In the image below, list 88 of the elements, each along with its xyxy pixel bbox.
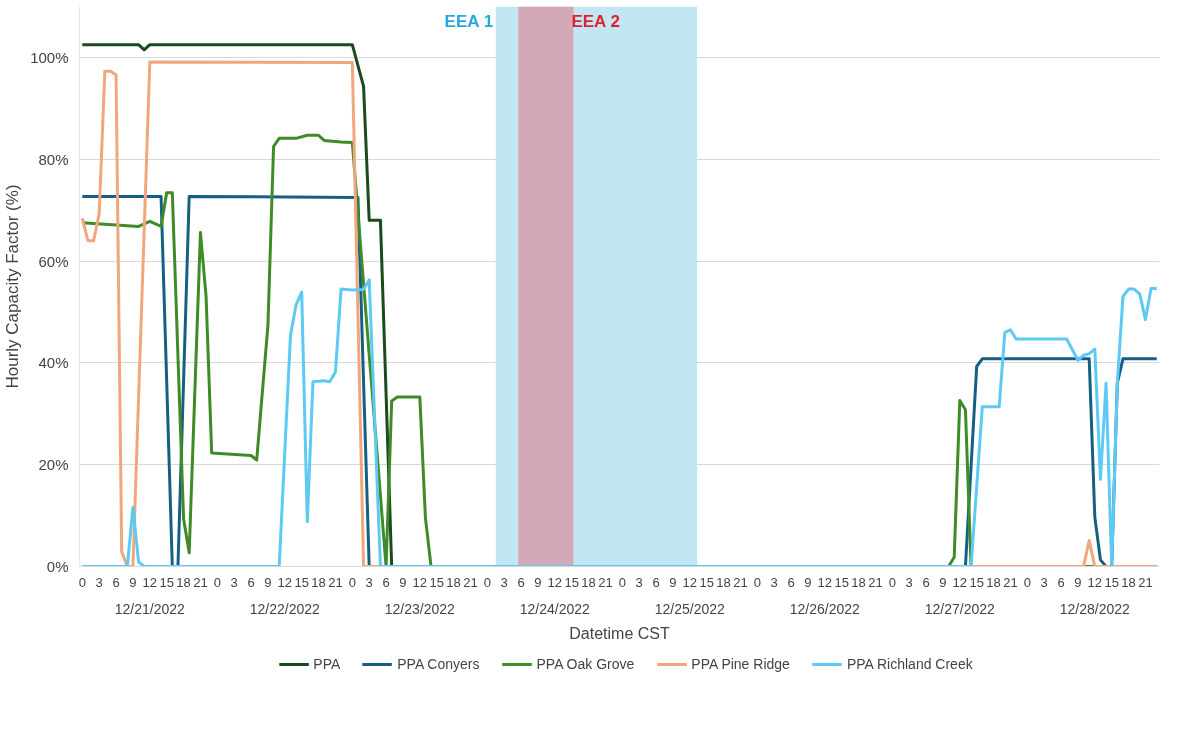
x-tick-label: 15 [159, 574, 174, 590]
x-tick-label: 12 [682, 574, 698, 590]
x-tick-label: 9 [1074, 574, 1082, 590]
text: 12/27/2022 [924, 600, 996, 617]
text: 12/26/2022 [789, 600, 861, 617]
x-tick-label: 0 [348, 574, 356, 590]
x-tick-label: 0 [753, 574, 761, 590]
text: 12/25/2022 [654, 600, 726, 617]
text: 12/22/2022 [249, 600, 321, 617]
y-tick-label: 40% [38, 354, 69, 372]
x-tick-label: 9 [669, 574, 677, 590]
text: 12/23/2022 [384, 600, 456, 617]
x-axis-title: Datetime CST [569, 624, 670, 642]
x-tick-label: 9 [129, 574, 137, 590]
x-tick-label: 18 [1121, 574, 1136, 590]
x-tick-label: 12 [952, 574, 968, 590]
x-tick-label: 18 [311, 574, 326, 590]
band-label: EEA 2 [571, 11, 620, 31]
x-tick-label: 6 [652, 574, 660, 590]
x-tick-label: 21 [733, 574, 748, 590]
x-tick-label: 15 [564, 574, 579, 590]
x-tick-label: 0 [213, 574, 221, 590]
x-tick-label: 21 [193, 574, 208, 590]
x-tick-label: 18 [851, 574, 866, 590]
y-tick-label: 20% [38, 456, 69, 474]
y-axis-title: Hourly Capacity Factor (%) [3, 184, 23, 389]
x-tick-label: 6 [382, 574, 390, 590]
x-tick-label: 15 [294, 574, 309, 590]
x-tick-label: 9 [939, 574, 947, 590]
x-tick-label: 21 [1003, 574, 1018, 590]
x-tick-label: 18 [716, 574, 731, 590]
x-tick-label: 0 [888, 574, 896, 590]
x-tick-label: 6 [517, 574, 525, 590]
line-series [80, 278, 1159, 567]
text: 12/28/2022 [1059, 600, 1131, 617]
legend-label: PPA [313, 656, 341, 672]
legend-label: PPA Conyers [397, 656, 480, 672]
x-tick-label: 12 [412, 574, 428, 590]
x-tick-label: 12 [277, 574, 293, 590]
x-tick-label: 9 [804, 574, 812, 590]
x-tick-label: 3 [365, 574, 373, 590]
x-tick-label: 6 [112, 574, 120, 590]
x-tick-label: 21 [598, 574, 613, 590]
x-tick-label: 3 [770, 574, 778, 590]
x-tick-label: 15 [429, 574, 444, 590]
x-tick-label: 21 [868, 574, 883, 590]
x-tick-label: 6 [1057, 574, 1065, 590]
x-tick-label: 9 [534, 574, 542, 590]
y-tick-label: 80% [38, 150, 69, 168]
y-tick-label: 0% [46, 558, 69, 575]
x-tick-label: 15 [834, 574, 849, 590]
x-tick-label: 9 [399, 574, 407, 590]
x-tick-label: 6 [922, 574, 930, 590]
y-tick-label: 60% [38, 252, 69, 270]
x-tick-label: 0 [1023, 574, 1031, 590]
x-tick-label: 12 [817, 574, 833, 590]
legend-label: PPA Oak Grove [536, 656, 635, 672]
x-tick-label: 12 [1087, 574, 1103, 590]
legend-label: PPA Pine Ridge [691, 656, 790, 672]
x-tick-label: 3 [635, 574, 643, 590]
x-tick-label: 21 [1138, 574, 1153, 590]
text: 12/24/2022 [519, 600, 591, 617]
x-tick-label: 21 [463, 574, 478, 590]
x-tick-label: 18 [581, 574, 596, 590]
x-tick-label: 3 [95, 574, 103, 590]
x-tick-label: 12 [142, 574, 158, 590]
x-tick-label: 3 [500, 574, 508, 590]
x-tick-label: 0 [618, 574, 626, 590]
x-tick-label: 9 [264, 574, 272, 590]
x-tick-label: 3 [1040, 574, 1048, 590]
x-tick-label: 0 [78, 574, 86, 590]
band-label: EEA 1 [444, 11, 494, 31]
x-tick-label: 0 [483, 574, 491, 590]
x-tick-label: 6 [787, 574, 795, 590]
legend-label: PPA Richland Creek [846, 656, 973, 672]
x-tick-label: 18 [176, 574, 191, 590]
x-tick-label: 3 [905, 574, 913, 590]
x-tick-label: 15 [1104, 574, 1119, 590]
y-tick-label: 100% [30, 48, 69, 66]
text: 12/21/2022 [114, 600, 186, 617]
x-tick-label: 18 [986, 574, 1001, 590]
x-tick-label: 15 [699, 574, 714, 590]
x-tick-label: 15 [969, 574, 984, 590]
x-tick-label: 12 [547, 574, 563, 590]
x-tick-label: 18 [446, 574, 461, 590]
x-tick-label: 21 [328, 574, 343, 590]
x-tick-label: 3 [230, 574, 238, 590]
x-tick-label: 6 [247, 574, 255, 590]
